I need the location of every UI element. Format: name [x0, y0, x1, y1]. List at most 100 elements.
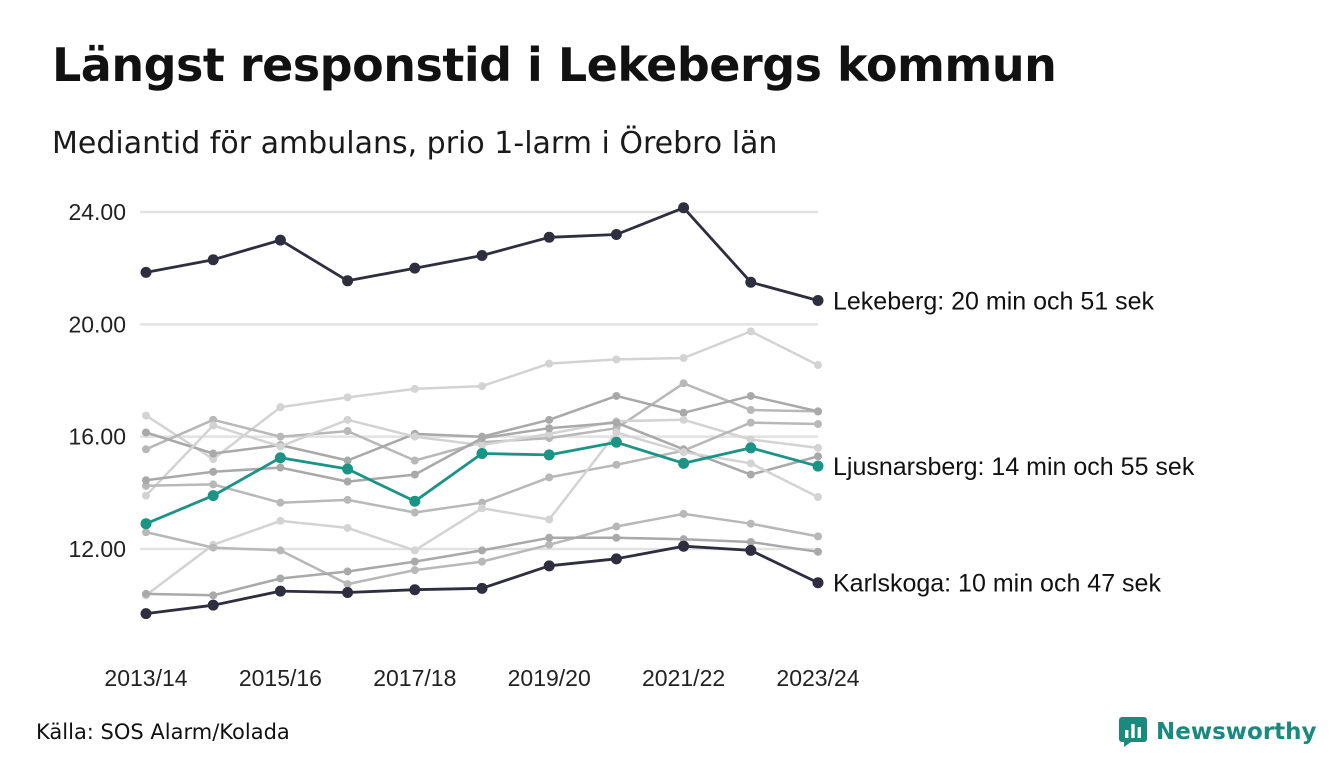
background-point	[612, 533, 621, 542]
data-point	[745, 544, 757, 556]
data-point	[543, 231, 555, 243]
x-tick-label: 2013/14	[104, 665, 187, 691]
background-point	[746, 391, 755, 400]
background-point	[343, 456, 352, 465]
background-point	[343, 495, 352, 504]
background-point	[814, 493, 822, 502]
data-point	[342, 587, 354, 599]
background-point	[814, 361, 822, 370]
highlighted-series	[140, 202, 824, 620]
x-tick-label: 2023/24	[776, 665, 859, 691]
data-point	[342, 463, 354, 475]
background-point	[142, 491, 150, 500]
background-point	[612, 460, 621, 469]
chart-title: Längst responstid i Lekebergs kommun	[52, 38, 1057, 92]
background-point	[545, 473, 554, 482]
background-point	[209, 455, 218, 464]
background-point	[814, 452, 822, 461]
background-point	[545, 415, 554, 424]
source-note: Källa: SOS Alarm/Kolada	[36, 720, 290, 744]
chart-subtitle: Mediantid för ambulans, prio 1-larm i Ör…	[52, 126, 778, 161]
background-point	[276, 516, 285, 525]
background-point	[746, 537, 755, 546]
background-point	[814, 420, 822, 429]
data-point	[207, 254, 219, 266]
background-point	[276, 574, 285, 583]
series-end-label: Ljusnarsberg: 14 min och 55 sek	[833, 453, 1195, 481]
background-point	[612, 522, 621, 531]
data-point	[812, 460, 824, 472]
data-point	[274, 234, 286, 246]
background-point	[276, 442, 285, 451]
background-point	[814, 547, 822, 556]
data-point	[610, 228, 622, 240]
data-point	[476, 250, 488, 262]
background-point	[410, 566, 419, 575]
data-point	[812, 577, 824, 589]
background-point	[478, 504, 486, 513]
brand-logo: Newsworthy	[1118, 714, 1317, 750]
y-tick-label: 20.00	[68, 311, 126, 337]
background-point	[746, 418, 755, 427]
background-point	[142, 411, 150, 420]
data-point	[409, 584, 421, 596]
background-point	[276, 432, 285, 441]
background-point	[276, 498, 285, 507]
background-point	[209, 543, 218, 552]
background-point	[410, 456, 419, 465]
data-point	[476, 582, 488, 594]
background-point	[545, 359, 554, 368]
background-point	[478, 498, 486, 507]
background-point	[679, 408, 688, 417]
background-point	[276, 463, 285, 472]
data-point	[274, 585, 286, 597]
background-point	[410, 557, 419, 566]
background-point	[679, 448, 688, 457]
background-point	[142, 528, 150, 537]
background-point	[142, 428, 150, 437]
background-point	[209, 467, 218, 476]
background-point	[343, 415, 352, 424]
grid-lines	[140, 210, 818, 551]
background-point	[679, 415, 688, 424]
data-point	[207, 490, 219, 502]
background-point	[343, 393, 352, 402]
background-point	[545, 429, 554, 438]
background-point	[679, 379, 688, 388]
y-tick-label: 24.00	[68, 199, 126, 225]
background-point	[746, 327, 755, 336]
series-end-label: Lekeberg: 20 min och 51 sek	[833, 287, 1155, 315]
background-point	[478, 441, 486, 450]
background-point	[478, 382, 486, 391]
data-point	[409, 495, 421, 507]
data-point	[476, 448, 488, 460]
background-point	[142, 589, 150, 598]
background-point	[679, 354, 688, 363]
data-point	[207, 599, 219, 611]
background-point	[478, 546, 486, 555]
background-point	[142, 476, 150, 485]
data-point	[409, 262, 421, 274]
background-point	[679, 509, 688, 518]
background-point	[142, 445, 150, 454]
data-point	[342, 275, 354, 287]
background-point	[746, 459, 755, 468]
data-point	[140, 608, 152, 620]
series-end-labels: Lekeberg: 20 min och 51 sek Ljusnarsberg:…	[833, 287, 1195, 597]
data-point	[678, 457, 690, 469]
background-point	[478, 434, 486, 443]
x-tick-label: 2021/22	[642, 665, 725, 691]
data-point	[678, 540, 690, 552]
background-point	[410, 432, 419, 441]
brand-name: Newsworthy	[1156, 719, 1317, 745]
background-point	[209, 421, 218, 430]
data-point	[140, 266, 152, 278]
y-axis-ticks: 12.00 16.00 20.00 24.00	[68, 199, 126, 562]
background-point	[814, 407, 822, 416]
data-point	[678, 202, 690, 214]
background-point	[343, 580, 352, 589]
data-point	[610, 436, 622, 448]
background-point	[410, 546, 419, 555]
background-point	[142, 481, 150, 490]
background-point	[612, 428, 621, 437]
